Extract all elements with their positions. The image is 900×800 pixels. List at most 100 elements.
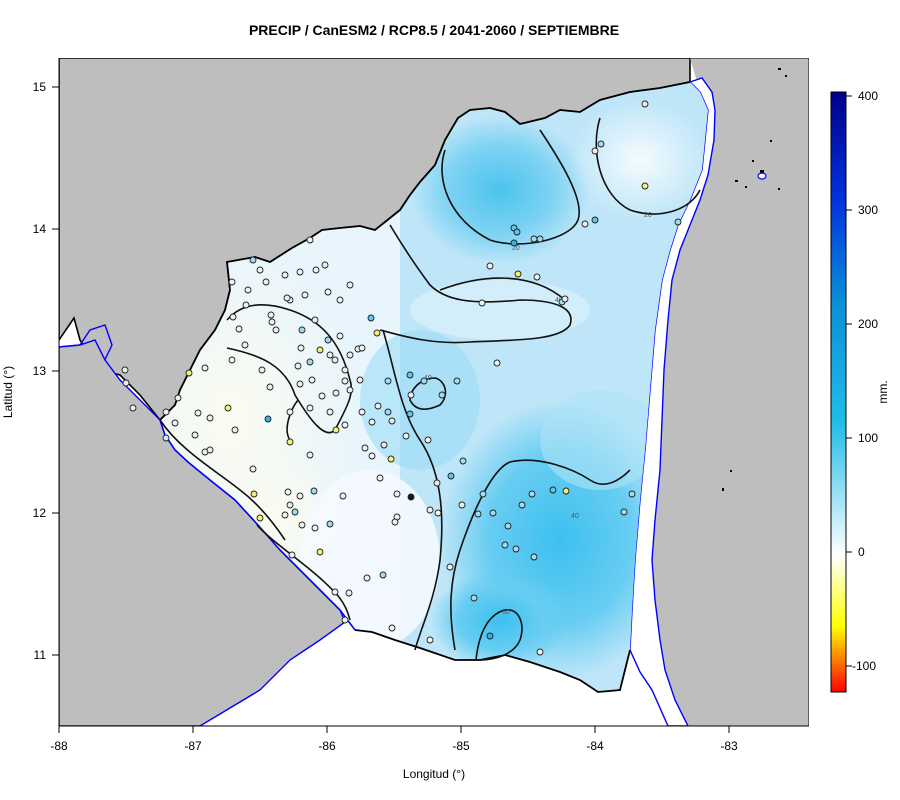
station-marker xyxy=(363,574,371,582)
x-axis-label: Longitud (°) xyxy=(403,767,465,781)
station-marker xyxy=(281,271,289,279)
colorbar: 400 300 200 100 0 -100 mm. xyxy=(830,89,890,693)
station-marker xyxy=(250,490,258,498)
station-marker xyxy=(341,366,349,374)
y-tick-label: 14 xyxy=(33,222,47,236)
x-tick-label: -85 xyxy=(452,739,470,753)
station-marker xyxy=(581,220,589,228)
colorbar-tick-label: 300 xyxy=(858,203,878,217)
station-marker xyxy=(345,589,353,597)
contour-lines xyxy=(159,117,701,661)
y-tick-labels: 15 14 13 12 11 xyxy=(33,80,47,662)
station-marker xyxy=(267,311,275,319)
station-marker xyxy=(514,270,522,278)
pacific-coastline xyxy=(159,419,356,631)
station-marker xyxy=(264,415,272,423)
station-marker xyxy=(384,377,392,385)
station-marker xyxy=(298,521,306,529)
x-tick-labels: -88 -87 -86 -85 -84 -83 xyxy=(50,739,738,753)
station-marker xyxy=(493,359,501,367)
station-marker xyxy=(379,571,387,579)
station-marker xyxy=(373,329,381,337)
station-marker xyxy=(374,402,382,410)
station-marker xyxy=(162,434,170,442)
station-marker xyxy=(420,377,428,385)
station-marker xyxy=(424,436,432,444)
map-panel: 20 20 40 40 40 60 xyxy=(59,58,809,726)
station-marker xyxy=(306,404,314,412)
y-axis-label: Latitud (°) xyxy=(1,366,15,418)
station-marker xyxy=(446,563,454,571)
station-marker xyxy=(224,404,232,412)
station-marker xyxy=(266,383,274,391)
station-marker xyxy=(336,296,344,304)
colorbar-tick-label: 200 xyxy=(858,317,878,331)
colorbar-unit: mm. xyxy=(876,380,890,403)
station-marker xyxy=(512,545,520,553)
station-marker xyxy=(561,295,569,303)
colorbar-tick-label: 100 xyxy=(858,431,878,445)
station-marker xyxy=(620,508,628,516)
station-marker xyxy=(332,426,340,434)
station-marker xyxy=(174,394,182,402)
station-marker xyxy=(122,379,130,387)
station-marker xyxy=(641,100,649,108)
station-marker xyxy=(479,490,487,498)
station-marker xyxy=(242,301,250,309)
station-marker xyxy=(306,451,314,459)
station-marker xyxy=(536,235,544,243)
station-marker xyxy=(393,490,401,498)
station-marker xyxy=(341,377,349,385)
station-marker xyxy=(434,509,442,517)
station-marker xyxy=(339,492,347,500)
station-marker xyxy=(268,318,276,326)
station-marker xyxy=(171,419,179,427)
station-marker xyxy=(241,341,249,349)
station-marker xyxy=(206,414,214,422)
station-marker xyxy=(294,362,302,370)
station-marker xyxy=(486,262,494,270)
station-marker xyxy=(235,325,243,333)
x-tick-label: -87 xyxy=(184,739,202,753)
station-marker xyxy=(249,465,257,473)
station-marker xyxy=(407,493,415,501)
station-marker xyxy=(229,313,237,321)
station-marker xyxy=(201,364,209,372)
station-marker xyxy=(510,239,518,247)
station-marker xyxy=(331,356,339,364)
station-marker xyxy=(306,358,314,366)
station-marker xyxy=(674,218,682,226)
nicaragua-border xyxy=(159,81,691,421)
station-marker xyxy=(504,522,512,530)
station-marker xyxy=(384,408,392,416)
station-marker xyxy=(316,346,324,354)
station-marker xyxy=(562,487,570,495)
station-marker xyxy=(256,514,264,522)
station-marker xyxy=(272,326,280,334)
station-marker xyxy=(286,408,294,416)
y-tick-label: 12 xyxy=(33,506,47,520)
station-marker xyxy=(194,409,202,417)
station-marker xyxy=(388,417,396,425)
station-marker xyxy=(376,474,384,482)
station-marker xyxy=(324,336,332,344)
station-marker xyxy=(641,182,649,190)
station-marker xyxy=(312,266,320,274)
station-marker xyxy=(321,261,329,269)
station-marker xyxy=(391,518,399,526)
colorbar-tick-label: 400 xyxy=(858,89,878,103)
station-marker xyxy=(458,501,466,509)
station-marker xyxy=(489,509,497,517)
station-marker xyxy=(533,273,541,281)
station-marker xyxy=(262,278,270,286)
station-marker xyxy=(486,632,494,640)
x-axis xyxy=(58,725,809,733)
station-marker xyxy=(281,511,289,519)
station-marker xyxy=(185,369,193,377)
station-marker xyxy=(191,431,199,439)
station-marker xyxy=(308,376,316,384)
land-caribbean-side xyxy=(632,58,809,726)
station-marker xyxy=(388,624,396,632)
